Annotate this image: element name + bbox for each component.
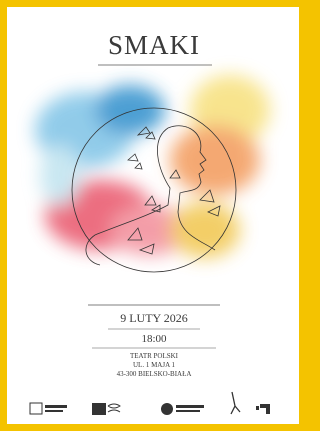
page: {"poster": {"title": "SMAKI", "date": "9…	[0, 0, 307, 431]
date: 9 LUTY 2026	[120, 311, 188, 325]
poster: SMAKI 9 LUTY 2026 18:00 TEATR POLSKI UL.…	[0, 0, 307, 431]
time: 18:00	[141, 333, 167, 345]
venue-name: TEATR POLSKI	[130, 352, 179, 360]
title: SMAKI	[108, 30, 200, 60]
venue-city: 43-300 BIELSKO-BIAŁA	[117, 370, 192, 378]
venue-street: UL. 1 MAJA 1	[133, 361, 176, 369]
